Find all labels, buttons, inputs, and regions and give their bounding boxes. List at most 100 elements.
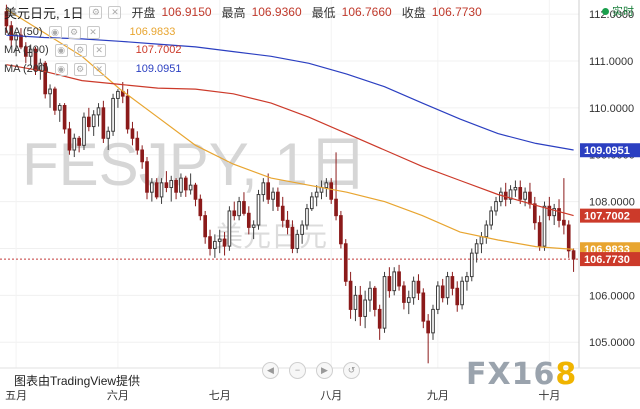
- candle-up: [436, 285, 440, 310]
- close-label: 收盘: [401, 5, 426, 20]
- high-label: 最高: [221, 5, 246, 20]
- open-value: 106.9150: [161, 5, 212, 19]
- candle-up: [499, 191, 503, 203]
- candle-down: [285, 219, 290, 228]
- fx168-logo: FX168: [466, 357, 577, 392]
- candle-up: [217, 238, 222, 242]
- ma50-legend[interactable]: MA (50) ◉ ⚙ ✕ 106.9833: [4, 25, 175, 39]
- watermark-name: 美元日元: [215, 221, 327, 252]
- zoom-out-icon[interactable]: −: [289, 362, 306, 379]
- candle-down: [557, 208, 561, 221]
- logo-text: FX16: [466, 357, 556, 392]
- price-tag-bg: [580, 208, 640, 223]
- candle-down: [421, 292, 426, 322]
- x-axis: 五月 六月 七月 八月 九月 十月: [5, 388, 560, 402]
- candle-down: [23, 46, 28, 57]
- candle-up: [309, 196, 314, 210]
- candle-up: [314, 191, 319, 198]
- reset-icon[interactable]: ↺: [343, 362, 360, 379]
- candle-up: [48, 88, 52, 95]
- candle-up: [508, 189, 513, 200]
- price-tag-label: 106.7730: [584, 254, 630, 266]
- candle-up: [431, 308, 435, 334]
- candle-up: [542, 205, 547, 247]
- candle-down: [566, 224, 571, 252]
- candle-down: [154, 182, 159, 198]
- candle-down: [203, 215, 208, 238]
- candle-down: [4, 11, 9, 27]
- candle-down: [528, 191, 532, 205]
- settings-icon[interactable]: ⚙: [89, 5, 103, 19]
- low-label: 最低: [311, 5, 336, 20]
- candle-up: [411, 280, 416, 299]
- candle-up: [237, 201, 241, 217]
- ma100-legend[interactable]: MA (100) ◉ ⚙ ✕ 107.7002: [4, 43, 182, 57]
- candle-down: [101, 107, 106, 139]
- ma100-close-icon[interactable]: ✕: [92, 43, 106, 57]
- close-icon[interactable]: ✕: [108, 5, 122, 19]
- candle-down: [183, 177, 188, 191]
- header: 美元日元, 1日 ⚙ ✕ 开盘 106.9150 最高 106.9360 最低 …: [4, 3, 482, 21]
- ma200-close-icon[interactable]: ✕: [92, 62, 106, 76]
- ma100-eye-icon[interactable]: ◉: [54, 43, 68, 57]
- y-tick-label: 111.0000: [589, 56, 633, 68]
- ma200-legend[interactable]: MA (200) ◉ ⚙ ✕ 109.0951: [4, 62, 182, 76]
- candle-up: [14, 34, 18, 41]
- candle-down: [280, 205, 285, 221]
- candle-up: [363, 299, 367, 317]
- candle-up: [256, 194, 261, 226]
- scroll-right-icon[interactable]: ▶: [316, 362, 333, 379]
- candle-down: [135, 137, 140, 151]
- candle-down: [339, 215, 343, 245]
- ma100-settings-icon[interactable]: ⚙: [73, 43, 87, 57]
- candle-down: [343, 243, 348, 282]
- open-label: 开盘: [131, 5, 156, 20]
- candle-down: [140, 149, 144, 163]
- candle-down: [19, 34, 23, 48]
- candle-up: [72, 137, 77, 151]
- candle-up: [324, 182, 329, 189]
- candle-down: [518, 187, 523, 200]
- candle-up: [513, 187, 518, 191]
- candle-down: [372, 287, 377, 310]
- ma200-eye-icon[interactable]: ◉: [54, 62, 68, 76]
- candle-down: [397, 271, 401, 287]
- credit-text[interactable]: 图表由TradingView提供: [14, 374, 141, 388]
- candle-up: [552, 208, 557, 217]
- candle-down: [232, 210, 237, 217]
- candle-down: [86, 116, 91, 128]
- candle-up: [406, 297, 411, 303]
- candle-down: [440, 285, 445, 299]
- ma50-eye-icon[interactable]: ◉: [48, 25, 62, 39]
- candle-up: [353, 294, 358, 310]
- candle-up: [305, 208, 309, 226]
- candle-down: [377, 308, 382, 329]
- chart-nav: ◀ − ▶ ↺: [262, 362, 360, 379]
- ma200-value: 109.0951: [135, 63, 182, 75]
- x-tick-label: 五月: [5, 390, 27, 402]
- ma200-settings-icon[interactable]: ⚙: [73, 62, 87, 76]
- candle-up: [106, 130, 111, 139]
- x-tick-label: 六月: [107, 389, 129, 402]
- candle-down: [329, 182, 334, 200]
- candle-down: [416, 280, 421, 294]
- candle-up: [523, 191, 527, 200]
- ma50-close-icon[interactable]: ✕: [86, 25, 100, 39]
- candle-down: [208, 236, 212, 249]
- candle-down: [130, 128, 135, 139]
- candle-up: [96, 107, 101, 116]
- candle-up: [82, 116, 86, 146]
- scroll-left-icon[interactable]: ◀: [262, 362, 279, 379]
- candle-down: [125, 95, 130, 130]
- candle-up: [479, 236, 484, 245]
- candle-up: [300, 224, 304, 235]
- ma50-value: 106.9833: [129, 26, 176, 38]
- candle-down: [387, 276, 392, 292]
- candle-up: [150, 182, 154, 193]
- candle-up: [28, 48, 33, 57]
- candle-up: [261, 182, 266, 196]
- ma50-settings-icon[interactable]: ⚙: [67, 25, 81, 39]
- candle-down: [532, 203, 537, 224]
- candle-down: [290, 226, 295, 249]
